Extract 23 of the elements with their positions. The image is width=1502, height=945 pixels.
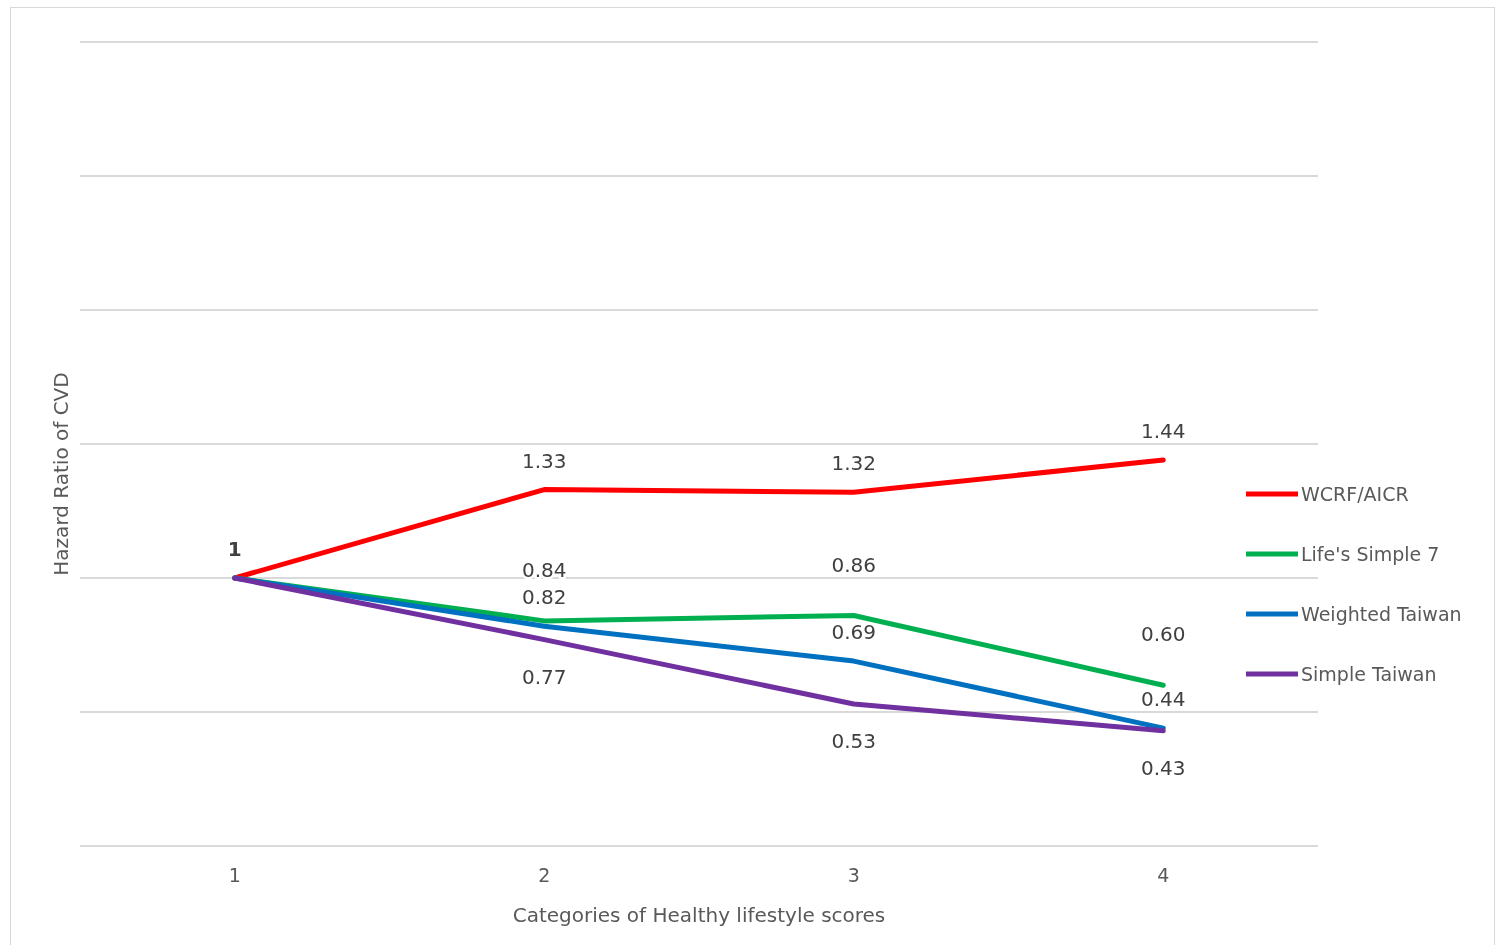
legend-label: Weighted Taiwan bbox=[1301, 602, 1462, 625]
legend-label: Life's Simple 7 bbox=[1301, 542, 1440, 565]
x-tick-label: 1 bbox=[228, 864, 241, 886]
data-label: 1 bbox=[227, 537, 242, 561]
legend-label: Simple Taiwan bbox=[1301, 662, 1437, 685]
data-label: 0.43 bbox=[1140, 755, 1186, 780]
data-label: 0.84 bbox=[521, 557, 567, 582]
data-label: 0.86 bbox=[831, 552, 877, 577]
data-label: 1.44 bbox=[1140, 419, 1186, 444]
data-label: 0.44 bbox=[1140, 687, 1186, 712]
y-axis-title: Hazard Ratio of CVD bbox=[49, 372, 73, 576]
x-tick-label: 3 bbox=[847, 864, 860, 886]
data-label: 0.69 bbox=[831, 620, 877, 645]
x-tick-label: 2 bbox=[538, 864, 551, 886]
x-tick-label: 4 bbox=[1157, 864, 1170, 886]
data-label: 0.53 bbox=[831, 728, 877, 753]
data-label: 1.32 bbox=[831, 451, 877, 476]
data-label: 0.82 bbox=[521, 585, 567, 610]
legend-label: WCRF/AICR bbox=[1301, 482, 1409, 505]
x-axis-title: Categories of Healthy lifestyle scores bbox=[512, 903, 886, 927]
data-label: 0.60 bbox=[1140, 622, 1186, 647]
data-label: 0.77 bbox=[521, 664, 567, 689]
data-label: 1.33 bbox=[521, 448, 567, 473]
